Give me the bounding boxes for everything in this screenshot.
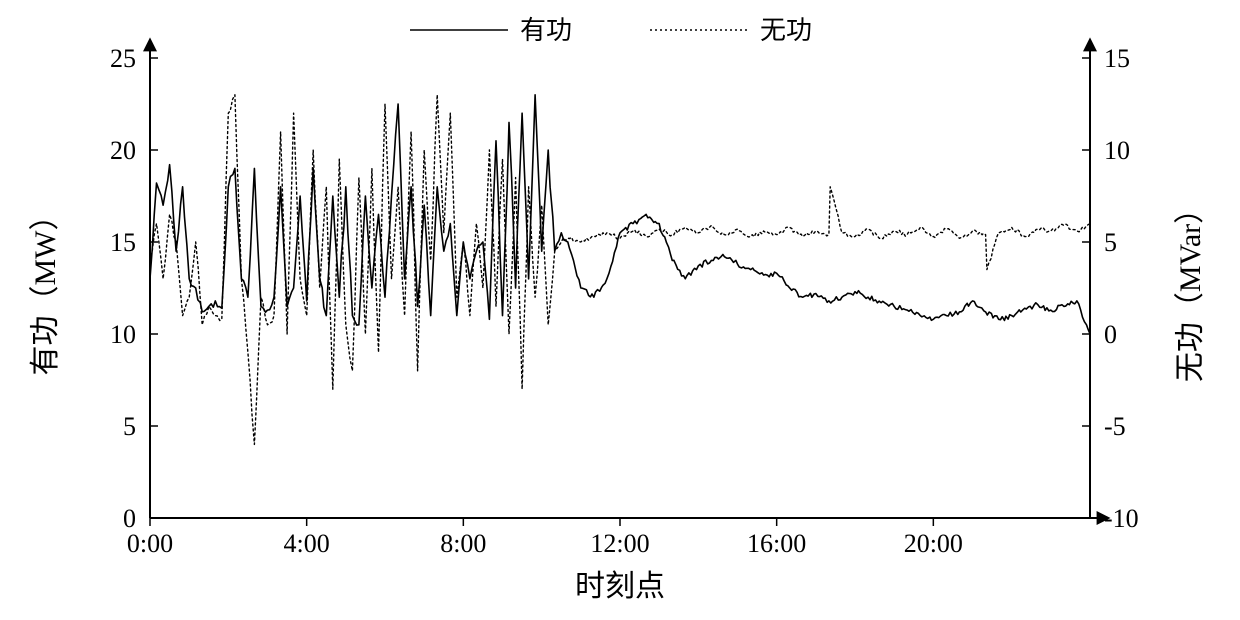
reactive-power-line: [150, 95, 1090, 445]
y-left-tick-label: 15: [110, 228, 136, 257]
x-tick-label: 16:00: [747, 529, 806, 558]
x-tick-label: 0:00: [127, 529, 173, 558]
y-left-tick-label: 25: [110, 44, 136, 73]
y-left-tick-label: 20: [110, 136, 136, 165]
x-axis-title: 时刻点: [575, 570, 665, 603]
chart-svg: 0510152025有功（MW）-10-5051015无功（MVar）0:004…: [0, 0, 1240, 620]
y-right-tick-label: 5: [1104, 228, 1117, 257]
x-tick-label: 4:00: [284, 529, 330, 558]
y-left-title: 有功（MW）: [29, 201, 62, 376]
y-right-tick-label: 10: [1104, 136, 1130, 165]
y-left-tick-label: 5: [123, 412, 136, 441]
x-tick-label: 20:00: [904, 529, 963, 558]
legend-label-reactive: 无功: [760, 16, 812, 45]
power-chart: 0510152025有功（MW）-10-5051015无功（MVar）0:004…: [0, 0, 1240, 620]
legend-label-active: 有功: [520, 16, 572, 45]
y-left-tick-label: 10: [110, 320, 136, 349]
y-right-tick-label: 15: [1104, 44, 1130, 73]
x-tick-label: 12:00: [590, 529, 649, 558]
y-right-tick-label: -5: [1104, 412, 1126, 441]
y-right-title: 无功（MVar）: [1174, 194, 1207, 382]
y-right-tick-label: 0: [1104, 320, 1117, 349]
y-right-tick-label: -10: [1104, 504, 1139, 533]
x-tick-label: 8:00: [440, 529, 486, 558]
